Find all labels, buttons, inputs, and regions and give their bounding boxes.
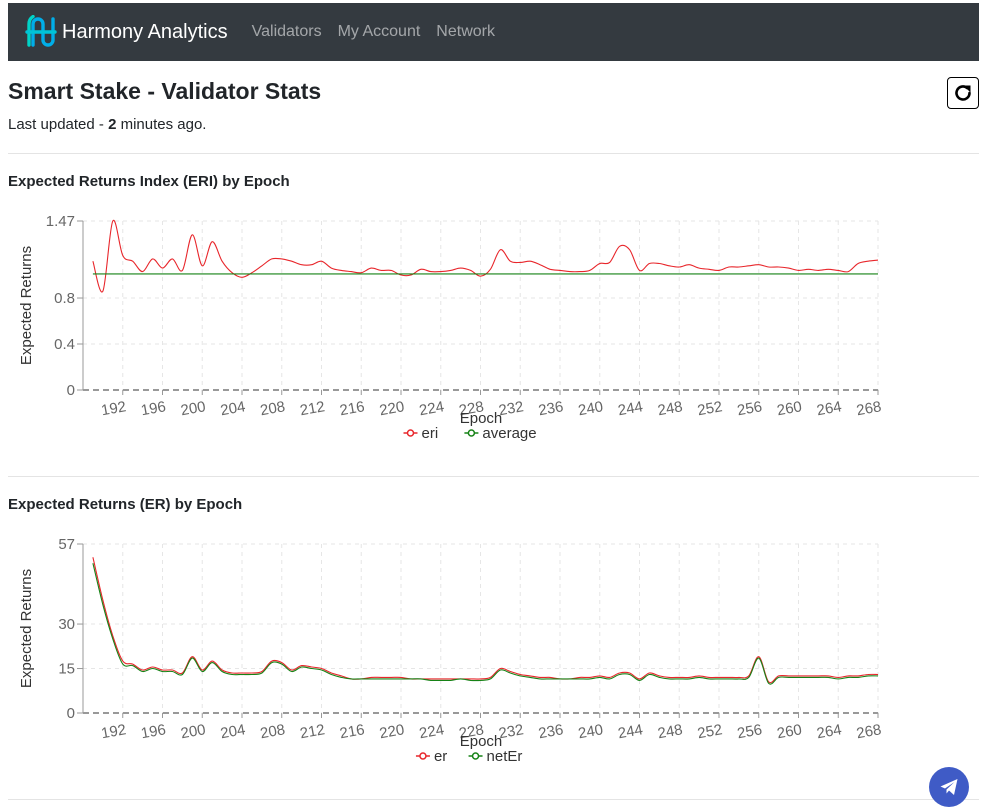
series-line-eri bbox=[92, 219, 879, 293]
x-tick-label: 228 bbox=[458, 721, 486, 742]
x-tick-label: 204 bbox=[219, 398, 247, 419]
legend-label-neter: netEr bbox=[487, 748, 523, 765]
x-tick-label: 252 bbox=[696, 721, 724, 742]
nav-link-network[interactable]: Network bbox=[436, 23, 495, 40]
x-tick-label: 236 bbox=[537, 721, 565, 742]
legend-marker-average bbox=[467, 429, 476, 437]
er-line-chart: 0 15 30 57 192 196 200 204 208 212 216 220 224 228 232… bbox=[18, 536, 883, 765]
nav-link-validators[interactable]: Validators bbox=[251, 23, 322, 40]
refresh-icon bbox=[955, 85, 971, 101]
x-tick-label: 240 bbox=[577, 398, 605, 419]
x-tick-label: 220 bbox=[378, 398, 406, 419]
x-tick-label: 216 bbox=[338, 398, 366, 419]
x-axis-label: Epoch bbox=[460, 733, 503, 750]
top-navbar: Harmony Analytics Validators My Account … bbox=[8, 3, 979, 61]
x-tick-label: 200 bbox=[179, 721, 207, 742]
x-tick-label: 264 bbox=[815, 398, 843, 419]
eri-line-chart: 0 0.4 0.8 1.47 192 196 200 204 208 212 216 220 224 22… bbox=[18, 213, 883, 442]
x-tick-label: 260 bbox=[776, 398, 804, 419]
x-tick-label: 232 bbox=[497, 398, 525, 419]
divider bbox=[8, 153, 979, 154]
x-tick-label: 236 bbox=[537, 398, 565, 419]
x-tick-label: 268 bbox=[855, 398, 883, 419]
x-tick-label: 268 bbox=[855, 721, 883, 742]
divider bbox=[8, 799, 979, 800]
x-tick-label: 256 bbox=[736, 721, 764, 742]
y-tick-label: 1.47 bbox=[46, 213, 75, 230]
x-axis-label: Epoch bbox=[460, 410, 503, 427]
series-line-er bbox=[92, 557, 879, 684]
x-tick-label: 196 bbox=[140, 721, 168, 742]
legend-marker-neter bbox=[471, 752, 480, 760]
x-tick-label: 212 bbox=[299, 398, 327, 419]
divider bbox=[8, 476, 979, 477]
y-tick-label: 57 bbox=[58, 536, 75, 553]
x-tick-label: 196 bbox=[140, 398, 168, 419]
legend-label-average: average bbox=[482, 425, 536, 442]
x-tick-label: 212 bbox=[299, 721, 327, 742]
y-tick-label: 30 bbox=[58, 616, 75, 633]
nav-links: Validators My Account Network bbox=[244, 23, 503, 41]
series-line-neter bbox=[92, 563, 879, 685]
y-axis-label: Expected Returns bbox=[18, 246, 35, 365]
er-chart-title: Expected Returns (ER) by Epoch bbox=[8, 496, 243, 513]
x-tick-label: 228 bbox=[458, 398, 486, 419]
legend-marker-eri bbox=[406, 429, 415, 437]
y-axis-label: Expected Returns bbox=[18, 569, 35, 688]
x-tick-label: 232 bbox=[497, 721, 525, 742]
nav-link-my-account[interactable]: My Account bbox=[337, 23, 421, 40]
y-tick-label: 0.8 bbox=[54, 290, 75, 307]
page-title: Smart Stake - Validator Stats bbox=[8, 78, 322, 104]
last-updated-minutes: 2 bbox=[108, 116, 117, 133]
x-tick-label: 192 bbox=[100, 398, 128, 419]
eri-chart-title: Expected Returns Index (ERI) by Epoch bbox=[8, 173, 290, 190]
x-tick-label: 248 bbox=[656, 398, 684, 419]
x-tick-label: 252 bbox=[696, 398, 724, 419]
x-tick-label: 248 bbox=[656, 721, 684, 742]
x-tick-label: 208 bbox=[259, 398, 287, 419]
last-updated-suffix: minutes ago. bbox=[116, 116, 207, 133]
legend-label-eri: eri bbox=[422, 425, 439, 442]
last-updated-prefix: Last updated - bbox=[8, 116, 109, 133]
x-tick-label: 192 bbox=[100, 721, 128, 742]
x-tick-label: 200 bbox=[179, 398, 207, 419]
x-tick-label: 256 bbox=[736, 398, 764, 419]
x-tick-label: 244 bbox=[617, 398, 645, 419]
last-updated-text: Last updated - 2 minutes ago. bbox=[8, 116, 206, 133]
x-tick-label: 264 bbox=[815, 721, 843, 742]
x-tick-label: 216 bbox=[338, 721, 366, 742]
legend-marker-er bbox=[419, 752, 427, 760]
telegram-icon bbox=[940, 779, 958, 795]
y-tick-label: 0 bbox=[67, 382, 75, 399]
x-tick-label: 224 bbox=[418, 721, 446, 742]
y-tick-label: 0 bbox=[67, 705, 75, 722]
y-tick-label: 0.4 bbox=[54, 336, 75, 353]
x-tick-label: 224 bbox=[418, 398, 446, 419]
telegram-chat-button[interactable] bbox=[929, 767, 969, 807]
brand-name: Harmony Analytics bbox=[62, 20, 228, 43]
x-tick-label: 260 bbox=[776, 721, 804, 742]
harmony-logo-icon bbox=[25, 15, 57, 47]
x-tick-label: 240 bbox=[577, 721, 605, 742]
x-tick-label: 208 bbox=[259, 721, 287, 742]
legend-label-er: er bbox=[434, 748, 447, 765]
refresh-button[interactable] bbox=[947, 77, 979, 109]
x-tick-label: 244 bbox=[617, 721, 645, 742]
y-tick-label: 15 bbox=[58, 661, 75, 678]
x-tick-label: 220 bbox=[378, 721, 406, 742]
x-tick-label: 204 bbox=[219, 721, 247, 742]
brand-link[interactable]: Harmony Analytics bbox=[24, 15, 228, 49]
